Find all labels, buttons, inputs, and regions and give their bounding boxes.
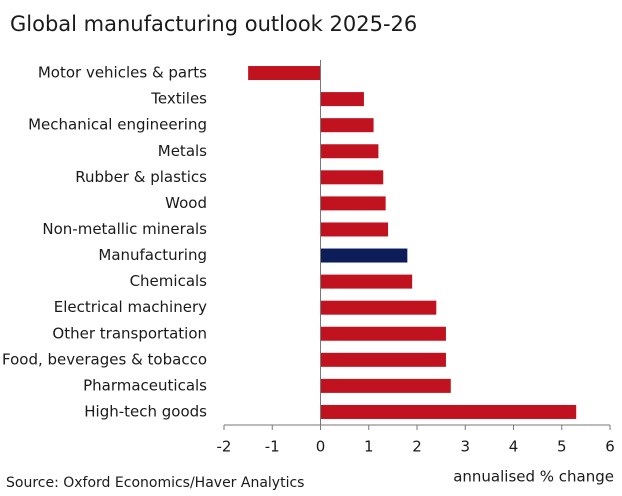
bar (320, 378, 451, 393)
bar (320, 352, 446, 367)
y-tick-label: Non-metallic minerals (42, 220, 207, 238)
y-tick-label: Chemicals (130, 272, 208, 290)
bar (320, 326, 446, 341)
y-tick-label: Manufacturing (98, 246, 207, 264)
y-tick-label: Food, beverages & tobacco (2, 350, 207, 368)
y-tick-label: Other transportation (52, 324, 207, 342)
x-tick-label: 3 (460, 438, 470, 456)
y-tick-label: Electrical machinery (54, 298, 207, 316)
y-tick-label: Textiles (150, 90, 207, 108)
x-tick-label: 6 (605, 438, 615, 456)
x-tick-label: -2 (217, 438, 232, 456)
x-tick-label: 5 (557, 438, 567, 456)
x-axis-label: annualised % change (453, 468, 614, 486)
source: Source: Oxford Economics/Haver Analytics (6, 475, 304, 491)
x-tick-label: 2 (412, 438, 422, 456)
y-tick-label: Motor vehicles & parts (38, 64, 207, 82)
bar (320, 118, 374, 133)
y-tick-label: Mechanical engineering (28, 116, 207, 134)
y-tick-label: Metals (158, 142, 207, 160)
bar (320, 196, 386, 211)
y-tick-label: Wood (165, 194, 207, 212)
bar (320, 248, 408, 263)
x-tick-label: 1 (364, 438, 374, 456)
bar (320, 92, 364, 107)
chart-title: Global manufacturing outlook 2025-26 (10, 12, 417, 36)
x-tick-label: 0 (316, 438, 326, 456)
bar (320, 300, 437, 315)
x-tick-label: -1 (265, 438, 280, 456)
y-tick-label: High-tech goods (84, 402, 207, 420)
bar (320, 170, 384, 185)
x-tick-label: 4 (509, 438, 519, 456)
y-tick-label: Pharmaceuticals (83, 376, 207, 394)
bar (320, 274, 413, 289)
bar (320, 144, 379, 159)
bar (320, 222, 389, 237)
bar (248, 66, 321, 81)
bar (320, 404, 577, 419)
y-tick-label: Rubber & plastics (75, 168, 207, 186)
